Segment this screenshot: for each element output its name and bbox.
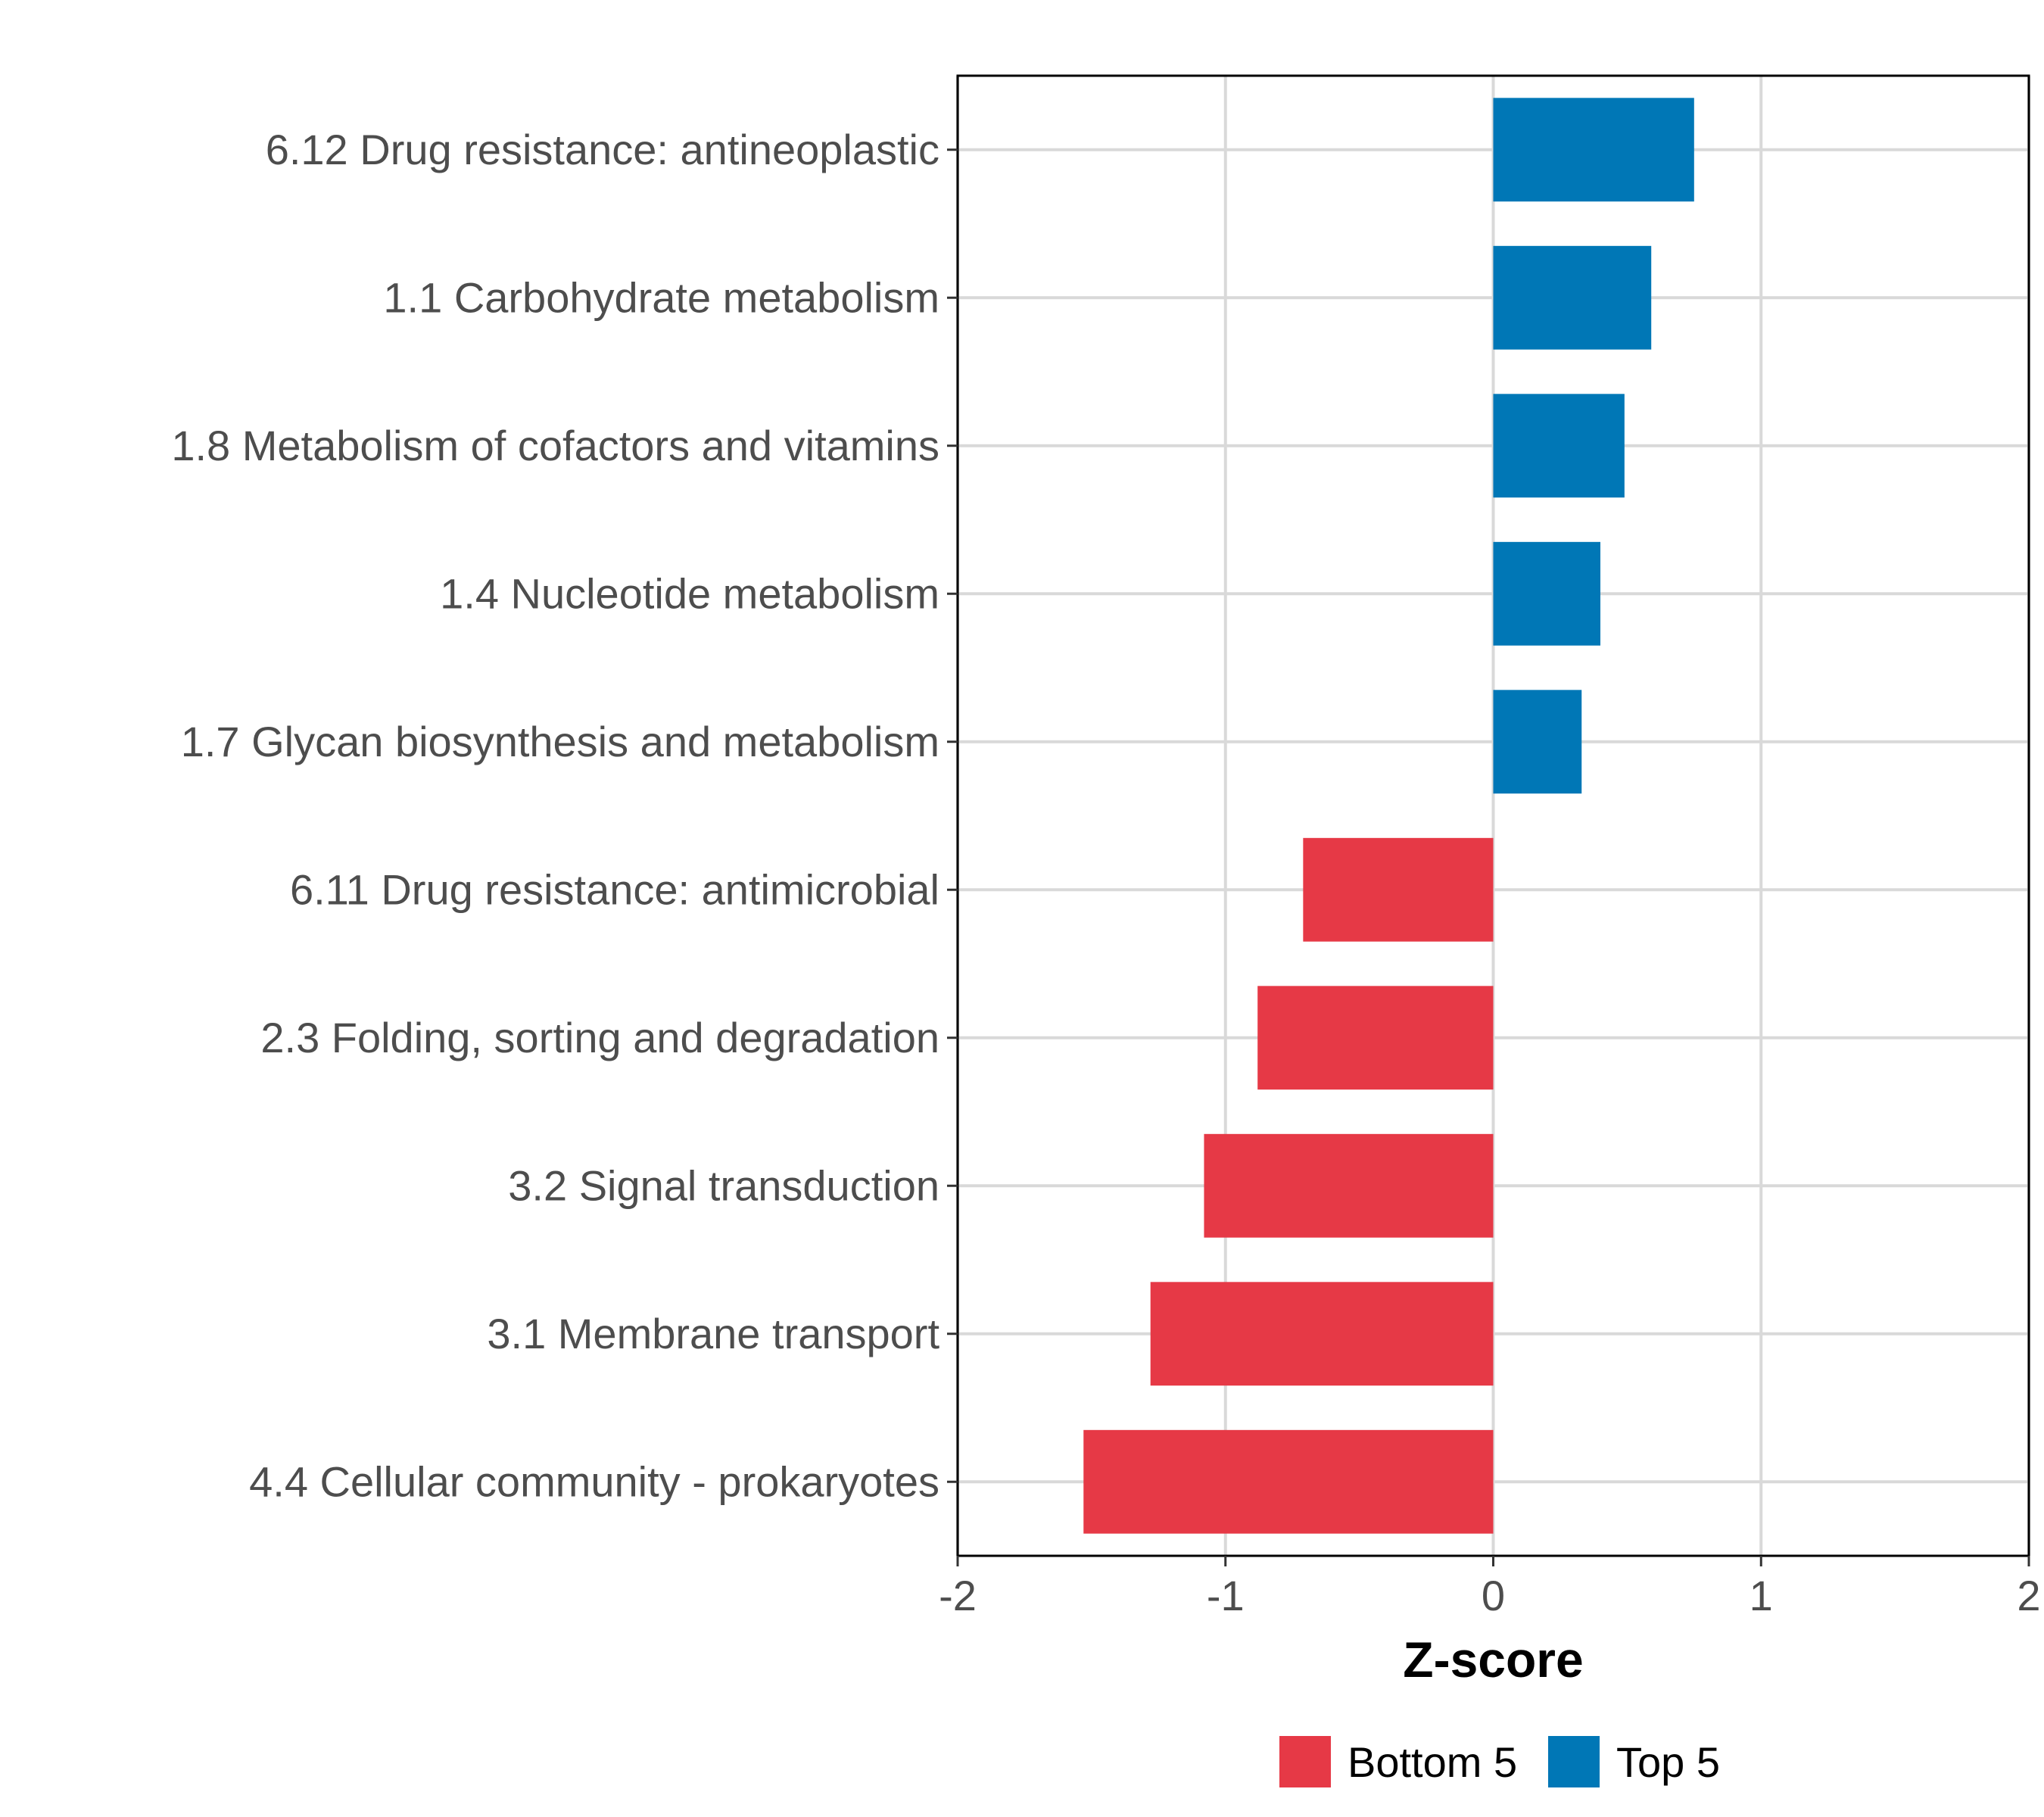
legend-swatch bbox=[1548, 1736, 1600, 1787]
bar bbox=[1257, 986, 1494, 1090]
bar bbox=[1493, 394, 1625, 498]
category-label: 3.2 Signal transduction bbox=[508, 1161, 939, 1209]
category-label: 3.1 Membrane transport bbox=[487, 1310, 939, 1357]
x-tick-label: 2 bbox=[2017, 1572, 2040, 1619]
category-label: 4.4 Cellular community - prokaryotes bbox=[249, 1457, 939, 1505]
legend-label: Bottom 5 bbox=[1348, 1738, 1517, 1786]
bar bbox=[1493, 98, 1694, 202]
bars bbox=[1083, 98, 1694, 1534]
x-tick-label: 0 bbox=[1482, 1572, 1505, 1619]
bar bbox=[1150, 1282, 1494, 1386]
x-axis: -2 -1 0 1 2 bbox=[939, 1556, 2041, 1619]
category-label: 1.1 Carbohydrate metabolism bbox=[383, 273, 939, 321]
bar bbox=[1493, 541, 1600, 646]
category-label: 6.12 Drug resistance: antineoplastic bbox=[266, 126, 939, 173]
legend: Bottom 5 Top 5 bbox=[1279, 1736, 1720, 1787]
category-label: 1.8 Metabolism of cofactors and vitamins bbox=[171, 422, 939, 469]
x-tick-label: -2 bbox=[939, 1572, 977, 1619]
category-label: 6.11 Drug resistance: antimicrobial bbox=[290, 865, 939, 913]
category-label: 1.7 Glycan biosynthesis and metabolism bbox=[181, 718, 939, 765]
legend-label: Top 5 bbox=[1616, 1738, 1720, 1786]
bar bbox=[1204, 1133, 1494, 1238]
bar bbox=[1493, 245, 1652, 350]
category-label: 2.3 Folding, sorting and degradation bbox=[260, 1014, 939, 1061]
legend-swatch bbox=[1279, 1736, 1331, 1787]
category-label: 1.4 Nucleotide metabolism bbox=[440, 569, 939, 617]
y-axis: 6.12 Drug resistance: antineoplastic 1.1 … bbox=[171, 126, 958, 1505]
bar bbox=[1083, 1429, 1494, 1534]
x-axis-title: Z-score bbox=[1403, 1632, 1583, 1688]
x-tick-label: 1 bbox=[1750, 1572, 1773, 1619]
x-tick-label: -1 bbox=[1207, 1572, 1245, 1619]
bar bbox=[1493, 690, 1582, 794]
bar bbox=[1303, 837, 1494, 942]
